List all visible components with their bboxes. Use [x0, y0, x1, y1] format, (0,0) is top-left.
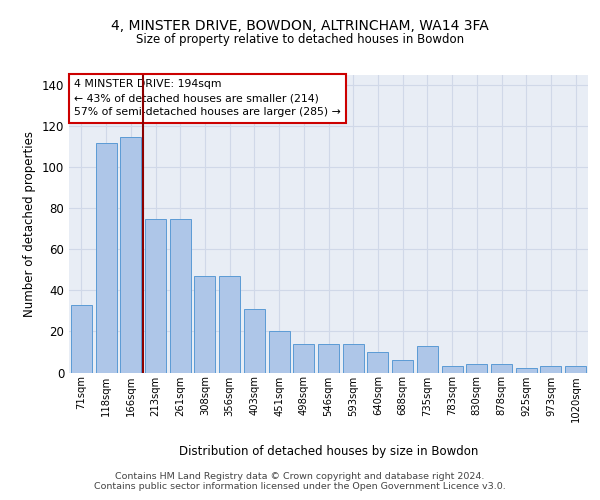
- Text: Distribution of detached houses by size in Bowdon: Distribution of detached houses by size …: [179, 444, 478, 458]
- Bar: [293, 344, 314, 372]
- Text: 4, MINSTER DRIVE, BOWDON, ALTRINCHAM, WA14 3FA: 4, MINSTER DRIVE, BOWDON, ALTRINCHAM, WA…: [111, 19, 489, 33]
- Y-axis label: Number of detached properties: Number of detached properties: [23, 130, 36, 317]
- Bar: [565, 366, 586, 372]
- Bar: [343, 344, 364, 372]
- Bar: [491, 364, 512, 372]
- Bar: [244, 309, 265, 372]
- Bar: [120, 136, 141, 372]
- Text: 4 MINSTER DRIVE: 194sqm
← 43% of detached houses are smaller (214)
57% of semi-d: 4 MINSTER DRIVE: 194sqm ← 43% of detache…: [74, 80, 341, 118]
- Bar: [71, 305, 92, 372]
- Bar: [541, 366, 562, 372]
- Bar: [145, 218, 166, 372]
- Bar: [442, 366, 463, 372]
- Bar: [466, 364, 487, 372]
- Text: Contains public sector information licensed under the Open Government Licence v3: Contains public sector information licen…: [94, 482, 506, 491]
- Bar: [269, 332, 290, 372]
- Text: Size of property relative to detached houses in Bowdon: Size of property relative to detached ho…: [136, 32, 464, 46]
- Bar: [367, 352, 388, 372]
- Bar: [417, 346, 438, 372]
- Bar: [219, 276, 240, 372]
- Text: Contains HM Land Registry data © Crown copyright and database right 2024.: Contains HM Land Registry data © Crown c…: [115, 472, 485, 481]
- Bar: [95, 142, 116, 372]
- Bar: [392, 360, 413, 372]
- Bar: [318, 344, 339, 372]
- Bar: [194, 276, 215, 372]
- Bar: [170, 218, 191, 372]
- Bar: [516, 368, 537, 372]
